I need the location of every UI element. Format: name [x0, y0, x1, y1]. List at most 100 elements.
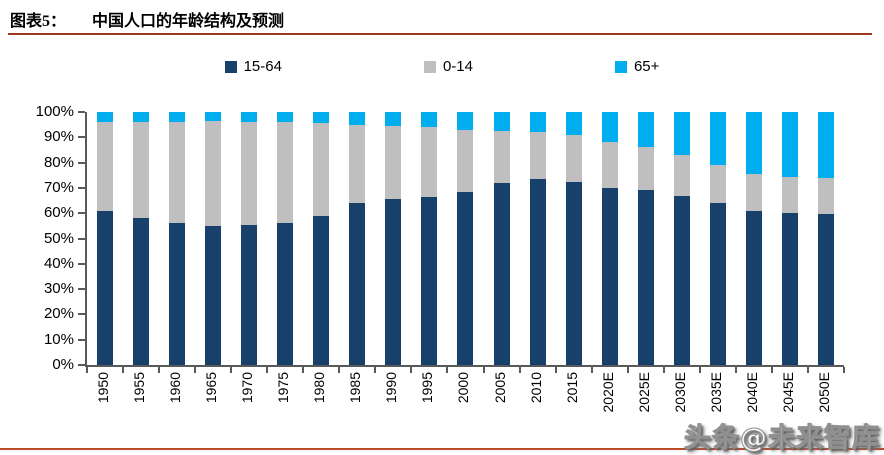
y-axis-tick-label: 20%	[43, 305, 74, 323]
bar-segment-0-14	[745, 174, 762, 211]
x-axis-tick	[734, 367, 737, 373]
x-axis-tick	[374, 367, 377, 373]
bar-segment-65+	[277, 112, 294, 123]
y-axis-tick-label: 100%	[35, 103, 74, 120]
x-axis-tick-label: 2025E	[635, 372, 652, 413]
x-axis-tick	[194, 367, 197, 373]
legend-item-0-14: 0-14	[423, 58, 473, 75]
x-axis-label-slot: 2010	[518, 372, 554, 412]
x-axis-label-slot: 2000	[445, 372, 481, 412]
legend-swatch-icon	[614, 60, 627, 73]
stacked-bar	[529, 112, 546, 365]
stacked-bar	[241, 112, 258, 365]
bar-column-1955	[123, 112, 159, 365]
bar-segment-65+	[601, 112, 618, 143]
x-axis-label-slot: 2025E	[626, 372, 662, 412]
stacked-bar	[349, 112, 366, 365]
bar-segment-0-14	[601, 142, 618, 188]
bar-column-1960	[159, 112, 195, 365]
page-title: 中国人口的年龄结构及预测	[92, 13, 285, 30]
y-axis-tick	[78, 313, 85, 316]
x-axis-tick-label: 2045E	[779, 372, 796, 413]
stacked-bar	[673, 112, 690, 365]
bar-segment-0-14	[709, 165, 726, 204]
bar-column-2045E	[772, 112, 808, 365]
x-axis-tick-label: 2020E	[599, 372, 616, 413]
legend-label: 0-14	[442, 58, 473, 75]
bar-segment-0-14	[637, 147, 654, 191]
bar-segment-0-14	[349, 124, 366, 204]
x-axis-tick-label: 1980	[311, 372, 328, 404]
x-axis-tick	[843, 367, 845, 373]
x-axis-tick-label: 2000	[455, 372, 472, 404]
bar-segment-15-64	[277, 223, 294, 365]
bar-segment-0-14	[781, 176, 798, 214]
x-axis-tick	[266, 367, 269, 373]
stacked-bar	[205, 112, 222, 365]
title-divider-line	[8, 33, 872, 35]
bar-column-2040E	[736, 112, 772, 365]
x-axis-tick-label: 1995	[419, 372, 436, 404]
bar-segment-65+	[349, 112, 366, 125]
x-axis-tick	[230, 367, 233, 373]
bar-segment-0-14	[277, 122, 294, 224]
y-axis-tick	[78, 161, 85, 164]
x-axis-label-slot: 2040E	[734, 372, 770, 412]
bar-segment-15-64	[421, 196, 438, 365]
bar-segment-65+	[529, 112, 546, 133]
bar-segment-15-64	[637, 190, 654, 365]
bar-column-2020E	[592, 112, 628, 365]
y-axis-tick	[78, 212, 85, 215]
bars-container	[87, 112, 844, 365]
bar-column-2000	[447, 112, 483, 365]
x-axis-label-slot: 2050E	[806, 372, 842, 412]
y-axis-tick	[78, 237, 85, 240]
x-axis-tick-label: 1985	[347, 372, 364, 404]
bar-segment-0-14	[493, 130, 510, 183]
x-axis-tick-label: 1965	[203, 372, 220, 404]
bar-segment-15-64	[565, 181, 582, 365]
chart-plot-area	[78, 111, 845, 373]
bar-column-1985	[339, 112, 375, 365]
x-axis-tick	[158, 367, 161, 373]
bar-segment-65+	[781, 112, 798, 177]
bar-column-1950	[87, 112, 123, 365]
bar-segment-15-64	[817, 214, 834, 365]
bar-column-2025E	[628, 112, 664, 365]
legend-label: 65+	[633, 58, 660, 75]
x-axis-label-slot: 1955	[121, 372, 157, 412]
y-axis-tick-label: 30%	[43, 280, 74, 298]
bar-segment-65+	[97, 112, 114, 123]
bar-segment-15-64	[529, 179, 546, 365]
bar-segment-0-14	[133, 122, 150, 219]
bar-column-2030E	[664, 112, 700, 365]
bar-segment-15-64	[709, 203, 726, 365]
bar-segment-15-64	[97, 210, 114, 365]
bar-segment-65+	[421, 112, 438, 128]
stacked-bar	[817, 112, 834, 365]
bar-column-2035E	[700, 112, 736, 365]
bar-segment-0-14	[205, 120, 222, 226]
x-axis-tick-label: 2050E	[815, 372, 832, 413]
stacked-bar	[313, 112, 330, 365]
bar-segment-65+	[493, 112, 510, 131]
x-axis-tick	[410, 367, 413, 373]
x-axis-tick	[518, 367, 521, 373]
stacked-bar	[601, 112, 618, 365]
x-axis-tick	[446, 367, 449, 373]
x-axis-tick	[806, 367, 809, 373]
x-axis-tick	[122, 367, 125, 373]
bar-column-1980	[303, 112, 339, 365]
bar-column-2005	[484, 112, 520, 365]
bar-segment-0-14	[457, 129, 474, 192]
figure-number-label: 图表5：	[10, 13, 67, 30]
legend-label: 15-64	[243, 58, 282, 75]
bar-column-2015	[556, 112, 592, 365]
x-axis-tick	[770, 367, 773, 373]
y-axis-tick	[78, 136, 85, 139]
bar-segment-65+	[817, 112, 834, 178]
stacked-bar	[493, 112, 510, 365]
x-axis-tick-label: 1960	[167, 372, 184, 404]
x-axis-label-slot: 1970	[229, 372, 265, 412]
bar-segment-65+	[565, 112, 582, 135]
